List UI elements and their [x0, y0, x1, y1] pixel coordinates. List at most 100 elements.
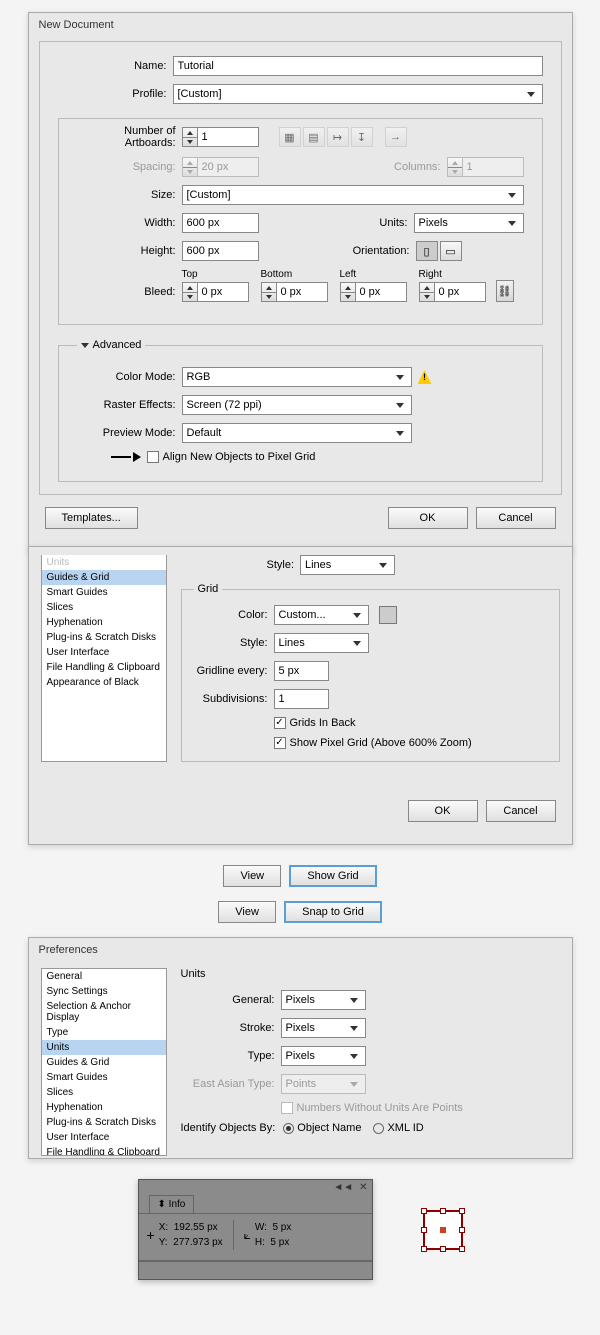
sidebar-item[interactable]: Smart Guides	[42, 1070, 166, 1085]
general-select[interactable]: Pixels	[281, 990, 366, 1010]
units-select[interactable]: Pixels	[414, 213, 524, 233]
style-label: Style:	[245, 559, 300, 571]
section-title: Units	[181, 968, 560, 980]
bleed-right-spinner[interactable]	[419, 282, 486, 302]
ok-button[interactable]: OK	[388, 507, 468, 529]
sidebar-item[interactable]: Units	[42, 555, 166, 570]
identify-label: Identify Objects By:	[181, 1122, 284, 1134]
templates-button[interactable]: Templates...	[45, 507, 138, 529]
prefs-sidebar[interactable]: GeneralSync SettingsSelection & Anchor D…	[41, 968, 167, 1156]
close-icon[interactable]: ✕	[359, 1182, 367, 1193]
advanced-fieldset: Advanced Color Mode: RGB Raster Effects:…	[58, 339, 543, 482]
h-value: 5 px	[270, 1237, 289, 1248]
sidebar-item[interactable]: User Interface	[42, 645, 166, 660]
sub-input[interactable]	[274, 689, 329, 709]
arrange-grid-row-icon: ▦	[279, 127, 301, 147]
preferences-units-dialog: Preferences GeneralSync SettingsSelectio…	[28, 937, 573, 1159]
sidebar-item[interactable]: Guides & Grid	[42, 570, 166, 585]
name-input[interactable]	[173, 56, 543, 76]
color-label: Color:	[194, 609, 274, 621]
orientation-portrait-icon[interactable]: ▯	[416, 241, 438, 261]
sidebar-item[interactable]: Appearance of Black	[42, 675, 166, 690]
profile-label: Profile:	[58, 88, 173, 100]
advanced-legend[interactable]: Advanced	[77, 339, 146, 351]
style-select[interactable]: Lines	[300, 555, 395, 575]
object-name-label: Object Name	[297, 1122, 361, 1134]
width-input[interactable]	[182, 213, 259, 233]
pointer-arrow-icon	[111, 452, 141, 462]
style2-select[interactable]: Lines	[274, 633, 369, 653]
info-tab[interactable]: ⬍ Info	[149, 1195, 195, 1213]
ok-button[interactable]: OK	[408, 800, 478, 822]
show-pixel-label: Show Pixel Grid (Above 600% Zoom)	[290, 737, 472, 749]
columns-label: Columns:	[394, 161, 446, 173]
raster-select[interactable]: Screen (72 ppi)	[182, 395, 412, 415]
orientation-landscape-icon[interactable]: ▭	[440, 241, 462, 261]
type-select[interactable]: Pixels	[281, 1046, 366, 1066]
dialog-title: Preferences	[29, 938, 572, 962]
snap-grid-button[interactable]: Snap to Grid	[284, 901, 382, 923]
sidebar-item[interactable]: User Interface	[42, 1130, 166, 1145]
artboards-spinner[interactable]	[182, 127, 259, 147]
gridline-label: Gridline every:	[194, 665, 274, 677]
view-menu-button[interactable]: View	[218, 901, 276, 923]
sidebar-item[interactable]: Hyphenation	[42, 1100, 166, 1115]
grids-back-checkbox[interactable]	[274, 717, 286, 729]
sidebar-item[interactable]: Selection & Anchor Display	[42, 999, 166, 1025]
units-label: Units:	[379, 217, 413, 229]
align-pixel-label: Align New Objects to Pixel Grid	[163, 451, 316, 463]
warning-icon	[418, 370, 432, 384]
general-label: General:	[181, 994, 281, 1006]
bleed-link-icon[interactable]: ⛓	[496, 280, 514, 302]
east-select: Points	[281, 1074, 366, 1094]
gridline-input[interactable]	[274, 661, 329, 681]
columns-spinner	[447, 157, 524, 177]
sidebar-item[interactable]: Plug-ins & Scratch Disks	[42, 630, 166, 645]
height-label: Height:	[77, 245, 182, 257]
sidebar-item[interactable]: Guides & Grid	[42, 1055, 166, 1070]
sidebar-item[interactable]: Hyphenation	[42, 615, 166, 630]
object-name-radio[interactable]	[283, 1123, 294, 1134]
height-input[interactable]	[182, 241, 259, 261]
nums-checkbox	[281, 1102, 293, 1114]
bleed-top-spinner[interactable]	[182, 282, 249, 302]
bleed-right-label: Right	[419, 269, 486, 280]
grids-back-label: Grids In Back	[290, 717, 356, 729]
cancel-button[interactable]: Cancel	[476, 507, 556, 529]
sidebar-item[interactable]: Type	[42, 1025, 166, 1040]
sidebar-item[interactable]: Units	[42, 1040, 166, 1055]
sidebar-item[interactable]: Smart Guides	[42, 585, 166, 600]
selection-swatch	[423, 1210, 463, 1250]
sidebar-item[interactable]: File Handling & Clipboard	[42, 1145, 166, 1156]
colormode-select[interactable]: RGB	[182, 367, 412, 387]
sidebar-item[interactable]: Slices	[42, 1085, 166, 1100]
color-swatch[interactable]	[379, 606, 397, 624]
sidebar-item[interactable]: Slices	[42, 600, 166, 615]
show-grid-button[interactable]: Show Grid	[289, 865, 376, 887]
bleed-bottom-spinner[interactable]	[261, 282, 328, 302]
east-label: East Asian Type:	[181, 1078, 281, 1090]
size-select[interactable]: [Custom]	[182, 185, 524, 205]
grid-legend: Grid	[194, 583, 223, 595]
sidebar-item[interactable]: File Handling & Clipboard	[42, 660, 166, 675]
view-menu-button[interactable]: View	[223, 865, 281, 887]
xml-id-radio[interactable]	[373, 1123, 384, 1134]
profile-select[interactable]: [Custom]	[173, 84, 543, 104]
cancel-button[interactable]: Cancel	[486, 800, 556, 822]
width-label: Width:	[77, 217, 182, 229]
collapse-icon[interactable]: ◄◄	[333, 1182, 353, 1193]
size-label: Size:	[77, 189, 182, 201]
preview-select[interactable]: Default	[182, 423, 412, 443]
align-pixel-checkbox[interactable]	[147, 451, 159, 463]
sidebar-item[interactable]: General	[42, 969, 166, 984]
sidebar-item[interactable]: Sync Settings	[42, 984, 166, 999]
color-select[interactable]: Custom...	[274, 605, 369, 625]
bleed-left-spinner[interactable]	[340, 282, 407, 302]
prefs-sidebar[interactable]: UnitsGuides & GridSmart GuidesSlicesHyph…	[41, 555, 167, 762]
info-panel: ◄◄ ✕ ⬍ Info + X: 192.55 px Y: 277.973 px…	[138, 1179, 373, 1280]
show-pixel-checkbox[interactable]	[274, 737, 286, 749]
menu-show-grid: View Show Grid	[0, 865, 600, 887]
bleed-left-label: Left	[340, 269, 407, 280]
sidebar-item[interactable]: Plug-ins & Scratch Disks	[42, 1115, 166, 1130]
stroke-select[interactable]: Pixels	[281, 1018, 366, 1038]
